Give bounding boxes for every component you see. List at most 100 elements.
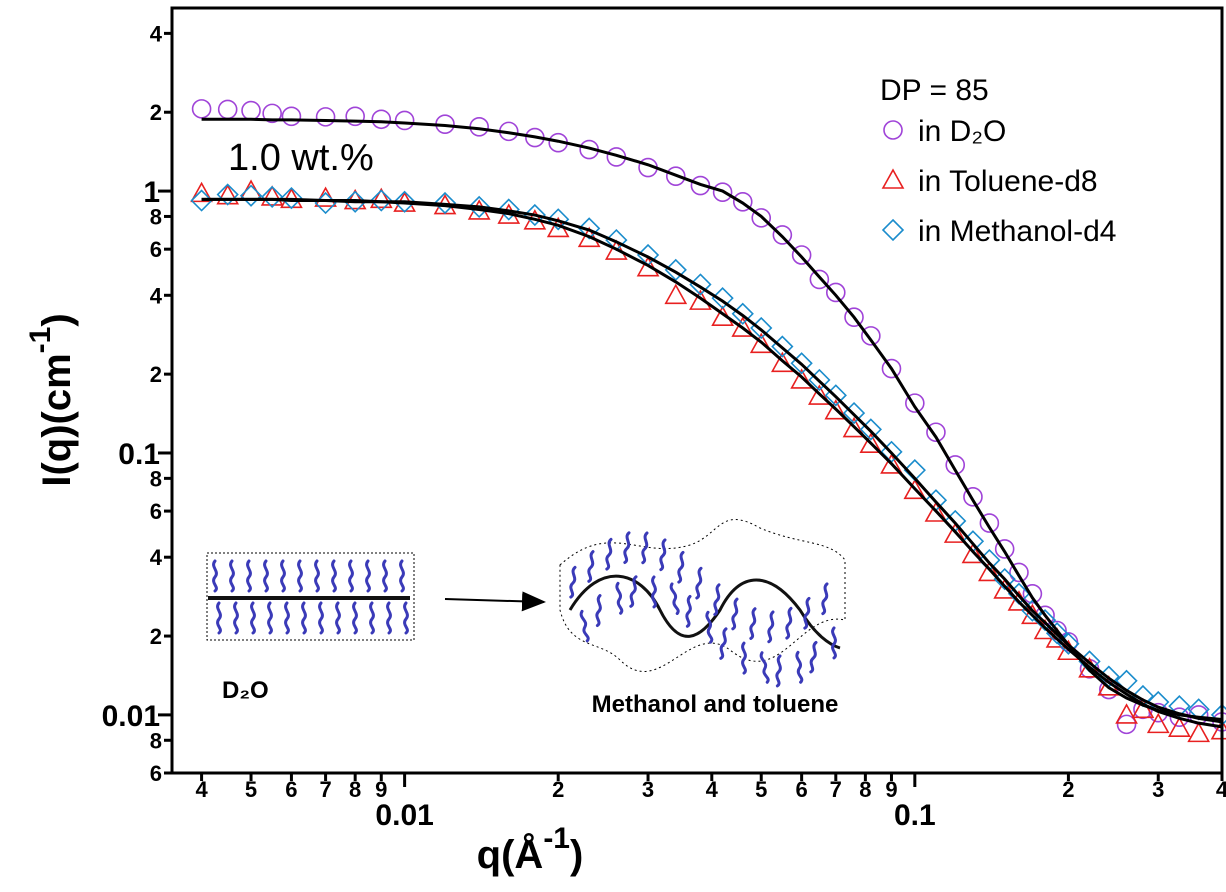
- x-tick-label: 5: [245, 777, 257, 802]
- y-tick-label: 1: [143, 176, 160, 209]
- data-point: [712, 182, 733, 203]
- data-point: [1187, 721, 1211, 743]
- data-point: [433, 191, 457, 215]
- inset-chain: [233, 601, 239, 635]
- x-tick-label: 2: [1062, 777, 1074, 802]
- inset-chain: [603, 537, 614, 571]
- data-point: [993, 578, 1017, 599]
- data-point: [393, 190, 416, 213]
- data-point: [281, 106, 302, 127]
- data-point: [345, 106, 365, 127]
- inset-chain: [246, 559, 252, 593]
- inset-chain: [639, 531, 650, 565]
- inset-chain: [807, 640, 819, 674]
- inset-chain: [331, 559, 337, 593]
- data-point: [844, 307, 864, 327]
- inset-envelope: [559, 519, 846, 672]
- inset-chain: [669, 582, 681, 616]
- x-tick-label: 4: [1216, 777, 1226, 802]
- inset-chain: [348, 559, 354, 593]
- x-tick-label: 3: [1152, 777, 1164, 802]
- inset-chain: [819, 582, 830, 616]
- x-tick-label: 3: [642, 777, 654, 802]
- data-point: [751, 208, 772, 228]
- inset-chain: [717, 627, 729, 661]
- inset-backbone-wavy: [568, 574, 841, 650]
- fit-line: [201, 197, 1223, 724]
- x-tick-label: 6: [285, 777, 297, 802]
- data-point: [945, 455, 966, 475]
- data-point: [978, 560, 1001, 582]
- data-point: [842, 416, 866, 438]
- data-point: [825, 282, 846, 303]
- data-point: [1009, 562, 1029, 583]
- legend-label: in D₂O: [918, 115, 1006, 148]
- data-point: [963, 487, 983, 507]
- inset-chain: [759, 650, 771, 685]
- annotation: Methanol and toluene: [592, 691, 839, 718]
- y-tick-label: 4: [150, 21, 163, 46]
- inset-chain: [693, 566, 704, 600]
- data-point: [859, 432, 883, 454]
- data-point: [770, 351, 794, 373]
- data-point: [665, 166, 686, 186]
- data-point: [711, 287, 734, 310]
- inset-chain: [651, 575, 657, 609]
- inset-chain: [585, 549, 596, 584]
- y-tick-label: 6: [150, 499, 162, 524]
- x-tick-label: 9: [375, 777, 387, 802]
- data-point: [260, 185, 284, 206]
- plot-frame: [170, 6, 1224, 775]
- inset-chain: [335, 601, 341, 635]
- x-axis-title-part: ): [570, 833, 583, 877]
- x-axis-title-part: q(Å: [477, 832, 544, 877]
- data-point: [749, 332, 773, 354]
- x-tick-label: 4: [706, 777, 719, 802]
- data-point: [809, 269, 830, 290]
- data-point: [314, 191, 337, 215]
- data-point: [993, 567, 1016, 591]
- data-point: [190, 189, 213, 212]
- data-point: [636, 256, 660, 277]
- data-point: [731, 316, 755, 337]
- inset-chain: [314, 559, 320, 593]
- data-point: [690, 175, 711, 196]
- x-tick-label: 8: [859, 777, 871, 802]
- y-tick-label: 8: [150, 728, 162, 753]
- y-tick-label: 0.01: [102, 700, 160, 733]
- data-point: [808, 384, 831, 405]
- data-point: [924, 501, 948, 522]
- x-tick-label: 0.1: [894, 799, 936, 832]
- inset-chain: [684, 594, 693, 628]
- y-axis-title-part: I(q)(cm: [35, 353, 79, 486]
- inset-chain: [365, 559, 371, 593]
- inset-chain: [675, 550, 686, 584]
- data-point: [190, 181, 213, 203]
- data-point: [547, 208, 570, 231]
- y-tick-label: 6: [150, 761, 162, 786]
- inset-chain: [774, 654, 783, 688]
- data-point: [1022, 583, 1043, 604]
- inset-chain: [216, 601, 222, 635]
- x-tick-label: 4: [195, 777, 208, 802]
- inset-chain: [284, 601, 290, 635]
- data-point: [791, 245, 812, 265]
- inset-chain: [212, 559, 218, 593]
- data-point: [216, 184, 240, 205]
- x-tick-label: 5: [755, 777, 767, 802]
- inset-chain: [352, 601, 358, 635]
- series: [190, 179, 1226, 743]
- data-point: [881, 168, 905, 189]
- data-point: [689, 273, 712, 296]
- series: [190, 183, 1226, 727]
- y-axis-title: I(q)(cm-1): [24, 313, 79, 486]
- data-point: [883, 120, 903, 140]
- data-point: [241, 100, 261, 121]
- data-point: [732, 191, 753, 212]
- inset-chain: [229, 559, 235, 593]
- inset-arrow: [444, 591, 546, 612]
- x-tick-label: 0.01: [375, 799, 433, 832]
- data-point: [217, 99, 238, 120]
- data-point: [861, 326, 881, 346]
- inset-chain: [301, 601, 307, 635]
